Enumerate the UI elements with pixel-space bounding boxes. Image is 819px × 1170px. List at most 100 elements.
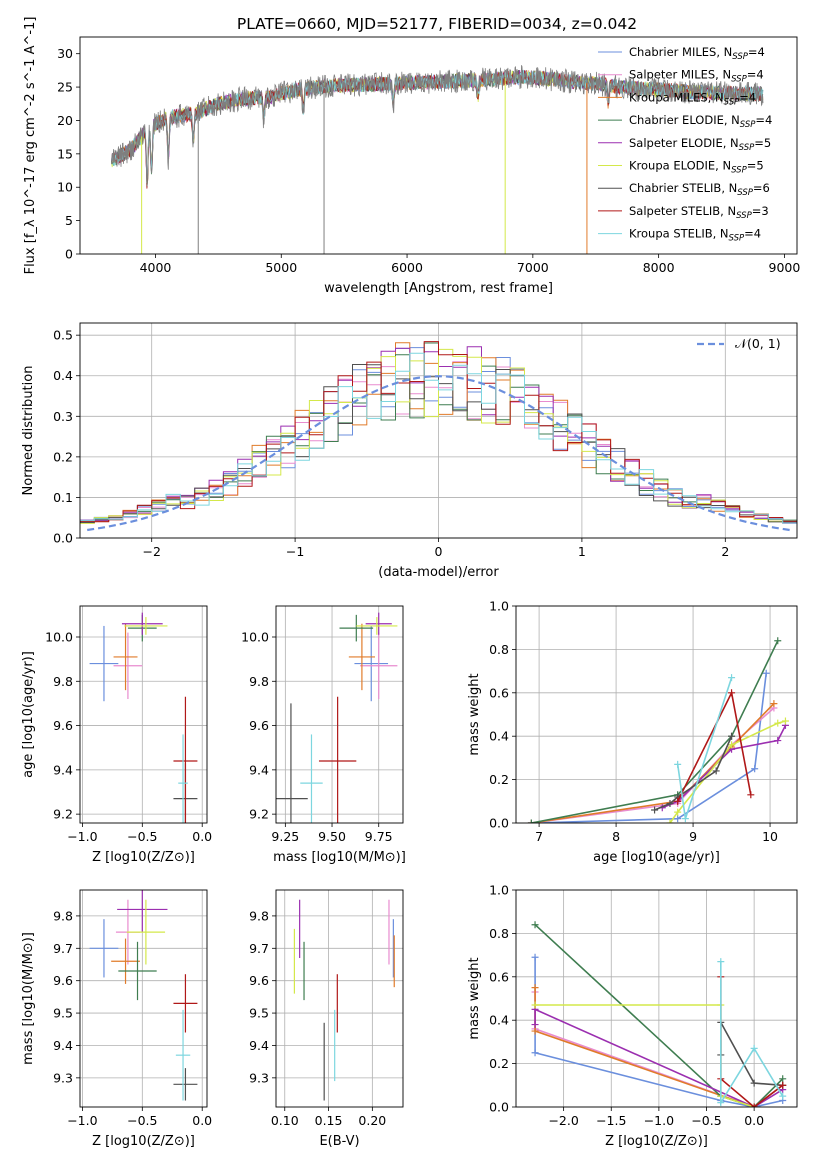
x-tick-label: 9.25 [271, 829, 299, 844]
axes-frame [275, 889, 404, 1108]
legend-entry-chabrier-stelib: Chabrier STELIB, NSSP=6 [629, 181, 770, 198]
x-axis-label: E(B-V) [319, 1134, 359, 1149]
weight-marker [750, 1103, 758, 1107]
weight-marker [666, 819, 674, 823]
point-salpeter-stelib [173, 696, 198, 823]
y-tick-label: 9.2 [53, 807, 73, 822]
age-vs-metallicity-panel: −1.0 −0.5 0.0 9.2 9.4 9.6 9.8 10.0 Z [log10(Z/Z⊙… [21, 605, 212, 865]
legend-suffix: =4 [755, 113, 772, 127]
plot-area [293, 899, 395, 1101]
weight-marker [651, 806, 659, 814]
x-axis-label: Z [log10(Z/Z⊙)] [92, 1134, 195, 1149]
point-chabrier-miles [89, 625, 119, 702]
legend-entry-chabrier-miles: Chabrier MILES, NSSP=4 [629, 45, 765, 62]
x-tick-label: 0.20 [358, 1113, 386, 1128]
massweight-vs-metallicity-panel: −2.0 −1.5 −1.0 −0.5 0.0 0.0 0.2 0.4 0.6 0.8 1.0 Z [… [467, 883, 798, 1149]
point-chabrier-miles [354, 625, 389, 702]
x-tick-label: 0 [435, 544, 443, 559]
weight-marker [774, 719, 782, 727]
point-salpeter-elodie [121, 612, 163, 635]
y-tick-label: 30 [57, 46, 73, 61]
weight-marker [531, 984, 539, 992]
weight-line-kroupa-stelib [720, 961, 784, 1106]
y-tick-label: 0.4 [489, 729, 509, 744]
point-kroupa-stelib [175, 1009, 191, 1101]
y-tick-label: 0.8 [489, 926, 509, 941]
legend-suffix: =3 [752, 204, 769, 218]
axes-frame [515, 605, 798, 824]
y-tick-label: 9.4 [249, 762, 269, 777]
point-kroupa-elodie [124, 617, 168, 635]
observed-spectrum [111, 65, 764, 187]
weight-marker [681, 815, 689, 823]
y-tick-label: 9.8 [249, 674, 269, 689]
y-tick-label: 0.4 [489, 1013, 509, 1028]
y-axis-label: mass [log10(M/M⊙)] [21, 932, 36, 1065]
point-chabrier-elodie [339, 614, 374, 642]
legend-suffix: =4 [748, 45, 765, 59]
weight-marker [712, 767, 720, 775]
point-kroupa-miles [111, 938, 140, 984]
y-tick-label: 9.8 [249, 908, 269, 923]
plot-area [89, 890, 198, 1101]
weight-marker [779, 1075, 787, 1083]
y-tick-label: 0.2 [53, 449, 73, 464]
axes-frame [79, 605, 208, 824]
x-tick-label: 0.0 [192, 1113, 212, 1128]
figure-title: PLATE=0660, MJD=52177, FIBERID=0034, z=0… [237, 15, 637, 33]
legend-subscript: SSP [729, 234, 745, 244]
y-tick-label: 9.7 [53, 941, 73, 956]
plot-area [276, 612, 398, 823]
x-axis-label: age [log10(age/yr)] [593, 850, 720, 865]
weight-marker [674, 808, 682, 816]
legend-suffix: =5 [754, 136, 771, 150]
plot-area [111, 65, 764, 254]
point-salpeter-stelib [318, 696, 357, 823]
x-tick-label: 4000 [140, 260, 172, 275]
weight-marker [531, 953, 539, 961]
legend-subscript: SSP [740, 120, 756, 130]
x-tick-label: −0.5 [127, 829, 157, 844]
x-tick-label: 1 [578, 544, 586, 559]
y-axis-label: age [log10(age/yr)] [21, 651, 36, 778]
x-tick-label: 8 [612, 829, 620, 844]
residuals-legend: 𝒩(0, 1) [697, 336, 781, 351]
x-axis-label: (data-model)/error [378, 565, 499, 580]
legend-entry-kroupa-elodie: Kroupa ELODIE, NSSP=5 [629, 159, 764, 176]
legend-entry-salpeter-stelib: Salpeter STELIB, NSSP=3 [629, 204, 769, 221]
x-tick-label: 9.50 [318, 829, 346, 844]
point-kroupa-stelib [300, 734, 323, 823]
plot-area [531, 921, 787, 1107]
x-tick-label: 0.0 [192, 829, 212, 844]
x-axis-label: Z [log10(Z/Z⊙)] [605, 1134, 708, 1149]
weight-marker [674, 815, 682, 823]
weight-marker [762, 669, 770, 677]
x-tick-label: 7 [535, 829, 543, 844]
x-axis-label: wavelength [Angstrom, rest frame] [324, 281, 553, 296]
axes-frame [79, 36, 798, 255]
y-tick-label: 0.6 [489, 969, 509, 984]
y-tick-label: 9.3 [53, 1070, 73, 1085]
residual-histogram-kroupa-stelib [80, 352, 797, 524]
y-tick-label: 0.6 [489, 685, 509, 700]
y-tick-label: 0 [65, 247, 73, 262]
weight-line-chabrier-stelib [720, 1022, 783, 1087]
point-kroupa-stelib [178, 734, 188, 823]
legend-subscript: SSP [731, 166, 747, 176]
weight-marker [774, 637, 782, 645]
age-vs-mass-panel: 9.25 9.50 9.75 9.2 9.4 9.6 9.8 10.0 mass [log10(… [241, 605, 406, 865]
y-tick-label: 15 [57, 146, 73, 161]
legend-subscript: SSP [739, 143, 755, 153]
normal-curve [87, 375, 790, 532]
y-tick-label: 0.3 [53, 409, 73, 424]
x-axis-label: Z [log10(Z/Z⊙)] [92, 850, 195, 865]
legend-subscript: SSP [731, 75, 747, 85]
y-axis-label: Flux [f_λ 10^-17 erg cm^-2 s^-1 A^-1] [23, 17, 38, 275]
x-tick-label: 6000 [391, 260, 423, 275]
point-kroupa-elodie [356, 617, 398, 635]
point-chabrier-miles [89, 919, 119, 978]
y-tick-label: 20 [57, 113, 73, 128]
y-tick-label: 0.0 [489, 1100, 509, 1115]
y-tick-label: 9.8 [53, 908, 73, 923]
